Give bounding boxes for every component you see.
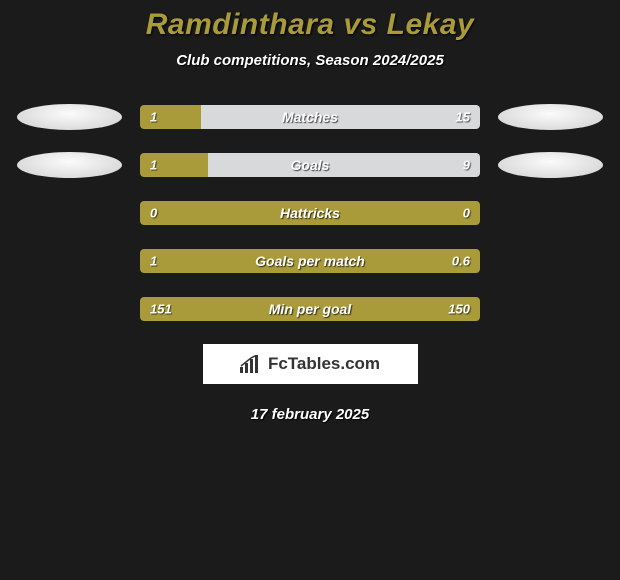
stat-bar: 151 150 Min per goal: [140, 297, 480, 321]
right-value: 9: [463, 158, 470, 173]
stat-bar: 0 0 Hattricks: [140, 201, 480, 225]
right-value: 0: [463, 206, 470, 221]
comparison-rows: 1 15 Matches 1 9 Goals 0 0 Hattricks 1 0.6 Goals pe…: [0, 104, 620, 322]
stat-bar: 1 9 Goals: [140, 153, 480, 177]
comparison-row: 151 150 Min per goal: [0, 296, 620, 322]
player-right-oval: [498, 152, 603, 178]
left-value: 151: [150, 302, 172, 317]
right-value: 15: [456, 110, 470, 125]
bar-right-fill: [201, 105, 480, 129]
footer-logo-wrap: FcTables.com: [0, 344, 620, 384]
date-label: 17 february 2025: [0, 406, 620, 423]
stat-label: Goals: [291, 157, 330, 173]
player-left-oval: [17, 104, 122, 130]
brand-logo-text: FcTables.com: [268, 354, 380, 374]
stat-bar: 1 15 Matches: [140, 105, 480, 129]
stat-label: Hattricks: [280, 205, 340, 221]
stat-label: Matches: [282, 109, 338, 125]
comparison-row: 0 0 Hattricks: [0, 200, 620, 226]
bar-right-fill: [208, 153, 480, 177]
comparison-row: 1 15 Matches: [0, 104, 620, 130]
page-subtitle: Club competitions, Season 2024/2025: [0, 52, 620, 69]
comparison-row: 1 9 Goals: [0, 152, 620, 178]
right-value: 150: [448, 302, 470, 317]
left-value: 1: [150, 254, 157, 269]
stat-label: Min per goal: [269, 301, 351, 317]
player-left-oval: [17, 152, 122, 178]
brand-logo[interactable]: FcTables.com: [203, 344, 418, 384]
left-value: 0: [150, 206, 157, 221]
comparison-row: 1 0.6 Goals per match: [0, 248, 620, 274]
player-right-oval: [498, 104, 603, 130]
bar-chart-icon: [240, 355, 262, 373]
stat-label: Goals per match: [255, 253, 365, 269]
stat-bar: 1 0.6 Goals per match: [140, 249, 480, 273]
right-value: 0.6: [452, 254, 470, 269]
infographic-container: Ramdinthara vs Lekay Club competitions, …: [0, 0, 620, 423]
page-title: Ramdinthara vs Lekay: [0, 8, 620, 42]
left-value: 1: [150, 110, 157, 125]
left-value: 1: [150, 158, 157, 173]
